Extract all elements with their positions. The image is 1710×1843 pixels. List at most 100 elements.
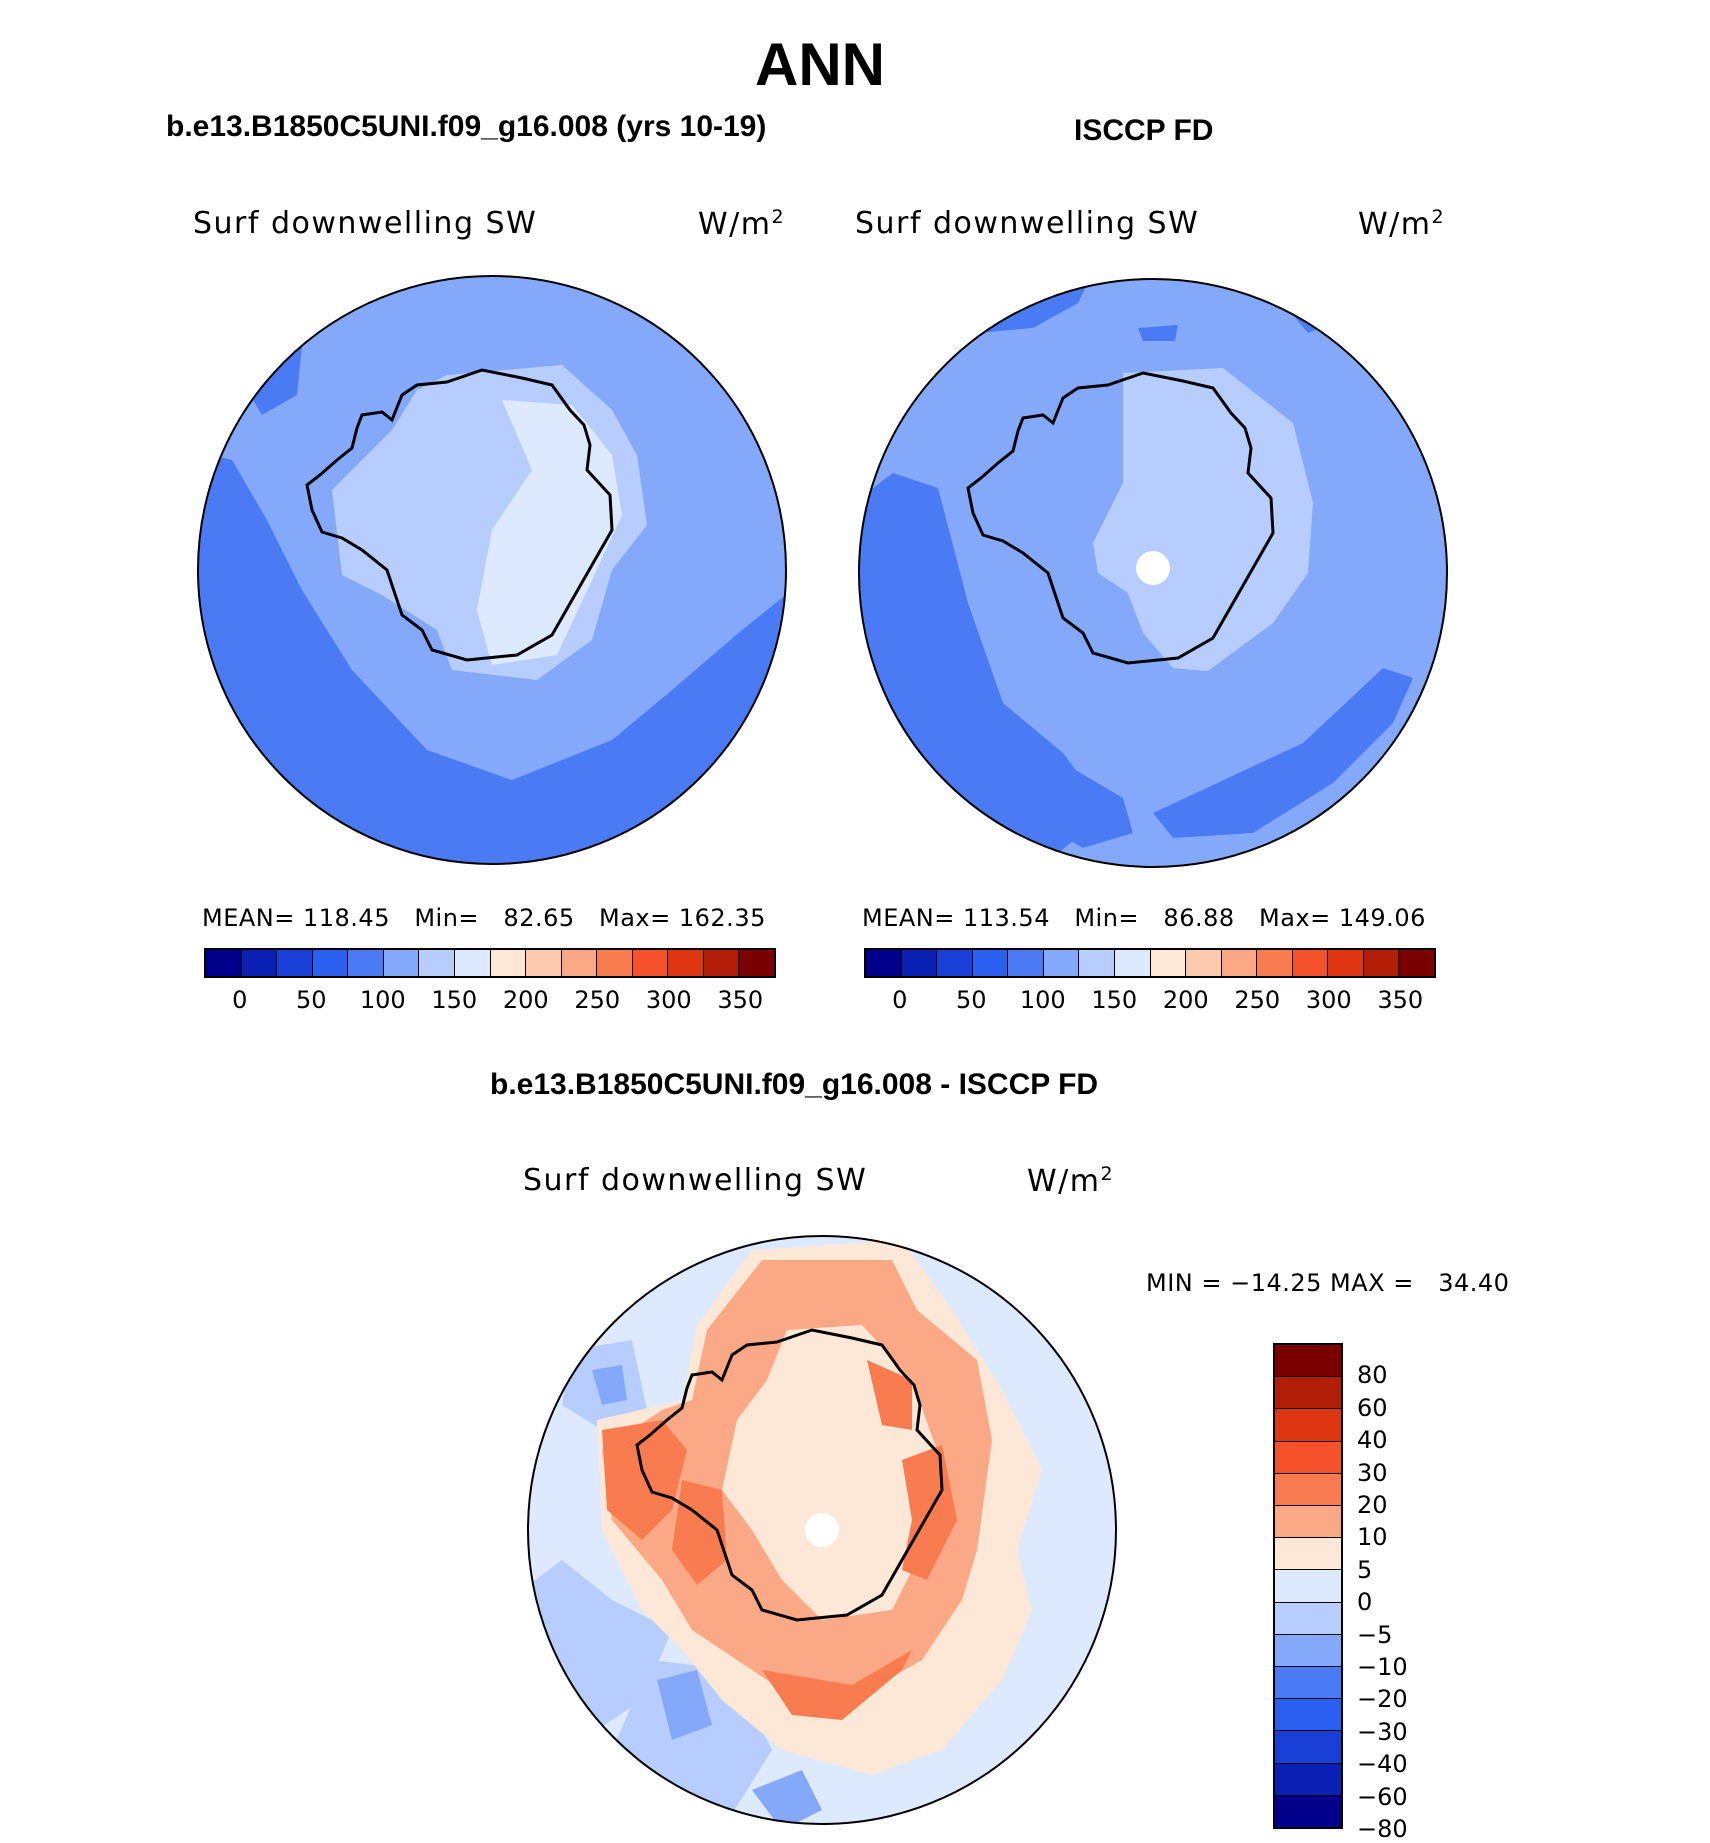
- diff-case-title: b.e13.B1850C5UNI.f09_g16.008 - ISCCP FD: [490, 1068, 1099, 1101]
- diff-colorbar-box-7: [1275, 1570, 1341, 1603]
- obs-colorbar-tick-label: 350: [1377, 986, 1424, 1014]
- model-units-label: W/m2: [698, 206, 786, 242]
- model-variable-label: Surf downwelling SW: [193, 206, 538, 241]
- model-field-band-outer: [198, 450, 786, 864]
- diff-colorbar-box-1: [1275, 1377, 1341, 1410]
- diff-field-neg-south-core: [657, 1670, 712, 1740]
- model-colorbar-box-15: [739, 950, 774, 976]
- obs-colorbar-tick-label: 300: [1305, 986, 1352, 1014]
- model-colorbar-ticks: 0 50 100 150 200 250 300 350: [204, 978, 776, 1018]
- model-case-title: b.e13.B1850C5UNI.f09_g16.008 (yrs 10-19): [166, 110, 767, 143]
- obs-colorbar-box-2: [937, 950, 973, 976]
- obs-colorbar-box-9: [1186, 950, 1222, 976]
- obs-colorbar-box-15: [1399, 950, 1434, 976]
- model-colorbar-box-10: [561, 950, 598, 976]
- model-colorbar-box-4: [348, 950, 384, 976]
- obs-colorbar-tick-label: 0: [892, 986, 908, 1014]
- diff-colorbar-tick-label: 80: [1357, 1361, 1388, 1390]
- obs-field-band-south: [1153, 668, 1413, 838]
- diff-colorbar-tick-label: −40: [1357, 1750, 1408, 1779]
- model-colorbar-box-11: [597, 950, 633, 976]
- obs-colorbar-box-10: [1221, 950, 1258, 976]
- model-colorbar-box-3: [312, 950, 349, 976]
- diff-colorbar-box-12: [1275, 1731, 1341, 1764]
- diff-antarctica-coastline: [635, 1328, 944, 1622]
- diff-colorbar-tick-label: 60: [1357, 1393, 1388, 1422]
- model-colorbar-tick-label: 0: [232, 986, 248, 1014]
- obs-stats: MEAN= 113.54 Min= 86.88 Max= 149.06: [862, 904, 1426, 932]
- obs-colorbar-box-1: [901, 950, 938, 976]
- diff-colorbar-tick-label: −60: [1357, 1782, 1408, 1811]
- obs-colorbar-box-3: [972, 950, 1009, 976]
- obs-colorbar-box-7: [1114, 950, 1151, 976]
- diff-field-pos-south: [762, 1610, 932, 1720]
- diff-variable-label: Surf downwelling SW: [523, 1163, 868, 1198]
- obs-case-title: ISCCP FD: [1074, 114, 1214, 147]
- model-colorbar-box-5: [383, 950, 420, 976]
- diff-colorbar-box-14: [1275, 1795, 1341, 1828]
- obs-units-label: W/m2: [1358, 206, 1446, 242]
- diff-polar-map: [527, 1235, 1117, 1825]
- model-colorbar-tick-label: 150: [431, 986, 478, 1014]
- model-colorbar-tick-label: 250: [574, 986, 621, 1014]
- obs-antarctica-coastline: [966, 371, 1275, 665]
- obs-field-patch-small: [1138, 325, 1178, 341]
- obs-colorbar-box-4: [1008, 950, 1044, 976]
- model-colorbar-box-12: [632, 950, 669, 976]
- model-colorbar-tick-label: 350: [717, 986, 764, 1014]
- obs-colorbar-box-8: [1150, 950, 1187, 976]
- diff-colorbar-tick-label: −10: [1357, 1653, 1408, 1681]
- obs-colorbar-box-0: [866, 950, 902, 976]
- obs-colorbar: [864, 948, 1436, 978]
- obs-colorbar-box-14: [1363, 950, 1400, 976]
- model-colorbar-group: 0 50 100 150 200 250 300 350: [204, 948, 776, 1028]
- diff-colorbar-box-13: [1275, 1763, 1341, 1796]
- obs-colorbar-tick-label: 50: [955, 986, 987, 1014]
- diff-stats: MIN = −14.25 MAX = 34.40: [1146, 1269, 1510, 1297]
- diff-colorbar-tick-label: −20: [1357, 1685, 1408, 1714]
- model-colorbar-box-13: [668, 950, 704, 976]
- obs-colorbar-group: 0 50 100 150 200 250 300 350: [864, 948, 1436, 1028]
- diff-field-pos-peninsula: [602, 1420, 687, 1540]
- figure-season-title: ANN: [755, 31, 885, 98]
- diff-colorbar-tick-label: −80: [1357, 1815, 1408, 1843]
- model-field-ice-high: [477, 400, 622, 665]
- diff-colorbar-tick-label: 20: [1357, 1491, 1388, 1519]
- diff-colorbar-box-11: [1275, 1699, 1341, 1732]
- model-colorbar-tick-label: 200: [502, 986, 549, 1014]
- model-map-border: [197, 275, 787, 865]
- obs-variable-label: Surf downwelling SW: [855, 206, 1200, 241]
- diff-colorbar-box-10: [1275, 1667, 1341, 1700]
- model-colorbar-box-1: [241, 950, 278, 976]
- diff-colorbar-box-2: [1275, 1409, 1341, 1442]
- diff-colorbar-box-6: [1275, 1538, 1341, 1571]
- diff-colorbar-box-3: [1275, 1441, 1341, 1474]
- diff-colorbar-tick-label: −5: [1357, 1620, 1393, 1649]
- obs-colorbar-box-12: [1292, 950, 1329, 976]
- diff-colorbar-box-4: [1275, 1473, 1341, 1507]
- diff-map-border: [527, 1235, 1117, 1825]
- diff-colorbar-tick-label: 0: [1357, 1588, 1373, 1617]
- diff-colorbar-box-5: [1275, 1506, 1341, 1539]
- model-colorbar-box-8: [490, 950, 527, 976]
- obs-colorbar-tick-label: 150: [1091, 986, 1138, 1014]
- obs-polar-map: [858, 278, 1448, 868]
- model-colorbar-box-0: [206, 950, 242, 976]
- obs-colorbar-box-13: [1328, 950, 1364, 976]
- model-stats: MEAN= 118.45 Min= 82.65 Max= 162.35: [202, 904, 766, 932]
- diff-missing-pole: [805, 1513, 839, 1547]
- model-colorbar-tick-label: 300: [645, 986, 692, 1014]
- model-colorbar-tick-label: 50: [295, 986, 327, 1014]
- obs-colorbar-box-11: [1257, 950, 1293, 976]
- model-colorbar-box-6: [419, 950, 455, 976]
- obs-colorbar-ticks: 0 50 100 150 200 250 300 350: [864, 978, 1436, 1018]
- diff-colorbar-tick-label: 40: [1357, 1426, 1388, 1455]
- diff-units-label: W/m2: [1027, 1163, 1115, 1199]
- model-colorbar-box-9: [526, 950, 562, 976]
- diff-colorbar-tick-label: 10: [1357, 1523, 1388, 1552]
- obs-colorbar-tick-label: 250: [1234, 986, 1281, 1014]
- model-colorbar-tick-label: 100: [359, 986, 406, 1014]
- obs-colorbar-box-5: [1043, 950, 1080, 976]
- model-colorbar-box-14: [703, 950, 740, 976]
- diff-colorbar-tick-label: 5: [1357, 1555, 1373, 1584]
